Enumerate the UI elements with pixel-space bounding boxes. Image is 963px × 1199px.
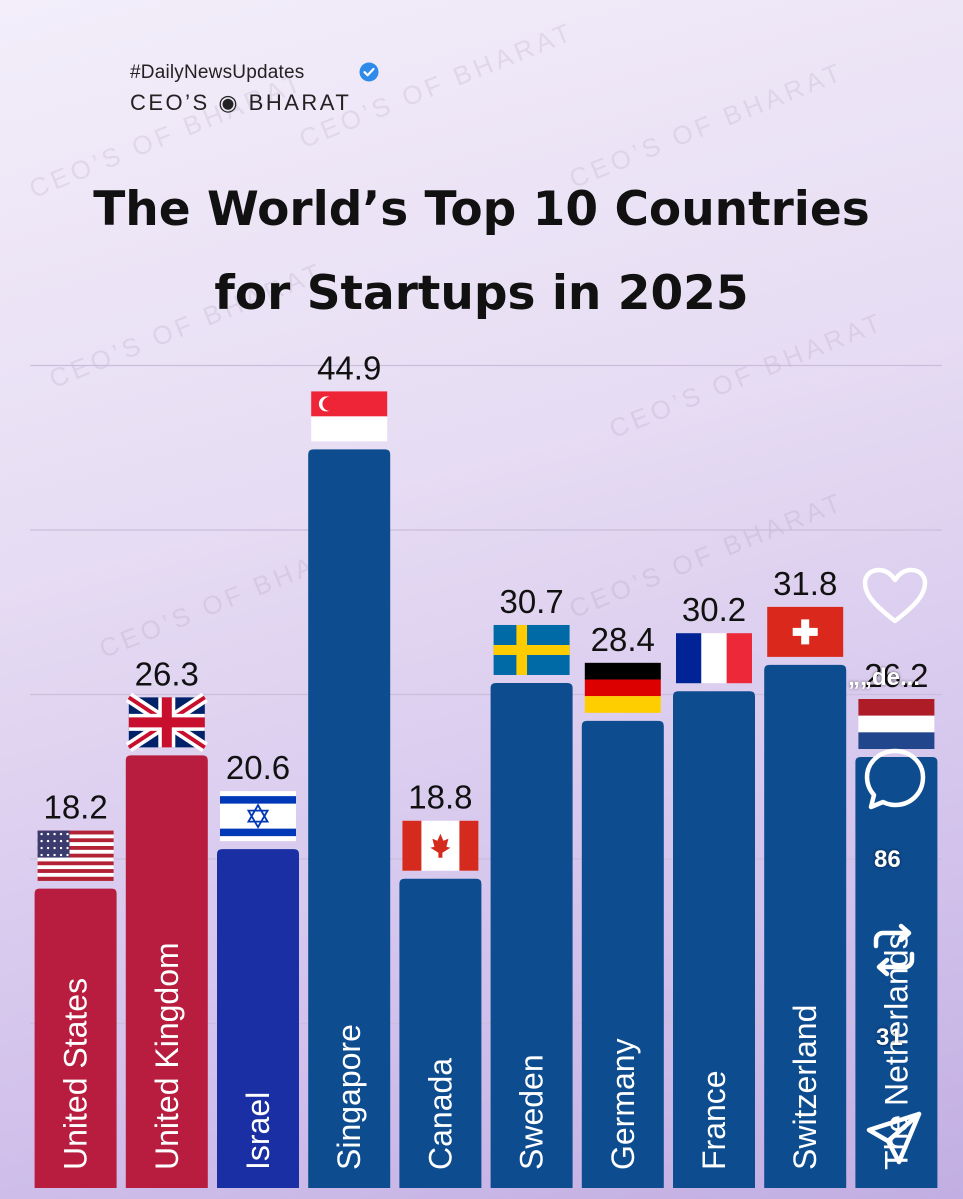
value-label: 30.7 [499, 583, 563, 620]
chart-title-line-2: for Startups in 2025 [214, 266, 749, 321]
flag-se-icon [493, 624, 570, 675]
bar [764, 664, 847, 1188]
value-label: 31.8 [773, 565, 837, 602]
bar [125, 755, 208, 1188]
bar [308, 449, 391, 1188]
value-label: 20.6 [226, 749, 290, 786]
verified-badge-icon [359, 62, 379, 82]
category-label: France [696, 1070, 732, 1170]
category-label: Canada [422, 1058, 458, 1170]
flag-us-icon [37, 830, 114, 881]
value-label: 28.4 [591, 621, 655, 658]
hashtag: #DailyNewsUpdates [130, 62, 305, 83]
bar [673, 691, 755, 1188]
bar [217, 849, 299, 1188]
value-label: 30.2 [682, 591, 746, 628]
caption-preview[interactable]: „„de... [848, 664, 921, 691]
bar [490, 682, 573, 1188]
category-label: Switzerland [787, 1005, 823, 1170]
flag-de-icon [584, 662, 661, 713]
category-label: Singapore [331, 1024, 367, 1170]
value-label: 18.8 [408, 779, 472, 816]
comment-bubble-icon[interactable] [862, 746, 928, 812]
repost-icon[interactable] [866, 922, 922, 978]
value-label: 26.3 [135, 655, 199, 692]
category-label: Germany [605, 1038, 641, 1170]
brand-block: #DailyNewsUpdates CEO’S ◉ BHARAT [130, 62, 379, 116]
value-label: 26.2 [864, 657, 928, 694]
brand-name: CEO’S ◉ BHARAT [130, 90, 352, 115]
bar [855, 757, 938, 1188]
category-label: United Kingdom [149, 942, 185, 1170]
comment-count: 86 [874, 846, 901, 873]
category-label: Sweden [514, 1054, 550, 1170]
flag-fr-icon [676, 633, 752, 684]
bar [581, 720, 664, 1188]
flag-il-icon [220, 791, 296, 842]
flag-ca-icon [402, 820, 479, 871]
flag-ch-icon [767, 606, 844, 657]
category-label: United States [58, 978, 94, 1170]
share-count: 31 [876, 1024, 903, 1051]
flag-nl-icon [858, 699, 935, 750]
chart-title-line-1: The World’s Top 10 Countries [93, 182, 870, 237]
value-label: 44.9 [317, 349, 381, 386]
send-icon[interactable] [864, 1108, 924, 1168]
bar [34, 888, 117, 1188]
like-heart-icon[interactable] [861, 566, 929, 626]
bar [399, 878, 482, 1188]
category-label: Israel [240, 1092, 276, 1170]
flag-uk-icon [125, 692, 208, 752]
value-label: 18.2 [43, 789, 107, 826]
flag-sg-icon [311, 391, 388, 442]
